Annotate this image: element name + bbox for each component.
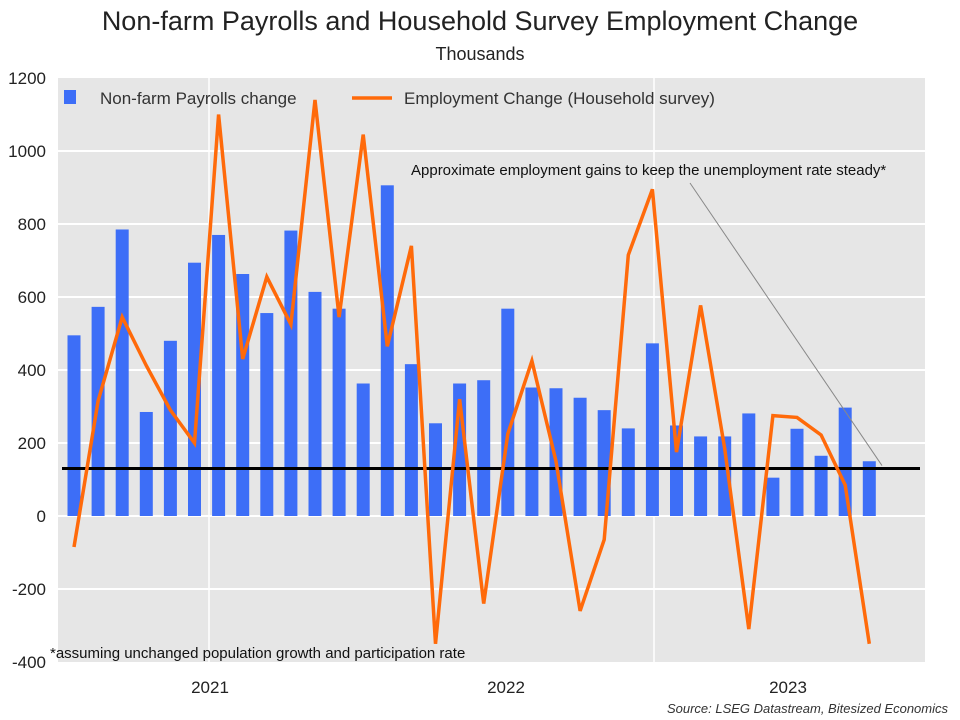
y-tick-label: 1000	[8, 142, 46, 161]
chart-title: Non-farm Payrolls and Household Survey E…	[101, 6, 859, 36]
x-tick-label: 2023	[769, 678, 807, 697]
y-tick-label: 400	[18, 361, 46, 380]
bar	[356, 383, 370, 516]
bar	[814, 455, 828, 516]
bar	[188, 262, 201, 516]
bar	[694, 436, 708, 516]
household-line	[72, 99, 872, 645]
bar	[645, 343, 659, 516]
y-tick-label: 1200	[8, 69, 46, 88]
bar	[742, 413, 756, 516]
reference-annotation: Approximate employment gains to keep the…	[411, 162, 886, 179]
bar	[308, 291, 322, 516]
bar	[139, 411, 153, 516]
bar	[67, 335, 81, 516]
bar	[212, 234, 226, 516]
bar	[670, 425, 683, 516]
x-tick-label: 2022	[487, 678, 525, 697]
footnote: *assuming unchanged population growth an…	[50, 645, 465, 662]
bar	[862, 461, 876, 516]
gridlines	[58, 78, 925, 662]
legend-swatch-bars	[64, 90, 76, 104]
bar	[332, 308, 346, 516]
bar	[260, 313, 274, 516]
legend-label-line: Employment Change (Household survey)	[404, 89, 715, 108]
y-axis: -400 -200 0 200 400 600 800 1000 1200	[8, 69, 46, 672]
y-tick-label: 0	[37, 507, 46, 526]
y-tick-label: 600	[18, 288, 46, 307]
x-tick-label: 2021	[191, 678, 229, 697]
bar	[477, 380, 491, 516]
bar	[790, 428, 804, 516]
legend: Non-farm Payrolls change Employment Chan…	[64, 89, 715, 108]
y-tick-label: 800	[18, 215, 46, 234]
bar	[573, 397, 587, 516]
legend-label-bars: Non-farm Payrolls change	[100, 89, 297, 108]
bar	[525, 387, 539, 516]
bar	[718, 436, 732, 516]
bar	[115, 229, 129, 516]
bar	[766, 477, 780, 516]
y-tick-label: 200	[18, 434, 46, 453]
bar	[380, 185, 394, 516]
bar	[163, 340, 177, 516]
annotation-pointer	[689, 182, 883, 466]
chart-subtitle: Thousands	[435, 44, 525, 64]
y-tick-label: -400	[12, 653, 46, 672]
source-note: Source: LSEG Datastream, Bitesized Econo…	[666, 701, 948, 716]
bar	[838, 407, 852, 516]
bar	[501, 308, 515, 516]
bar	[621, 428, 635, 516]
bar	[404, 364, 418, 516]
y-tick-label: -200	[12, 580, 46, 599]
x-axis: 2021 2022 2023	[191, 678, 807, 697]
